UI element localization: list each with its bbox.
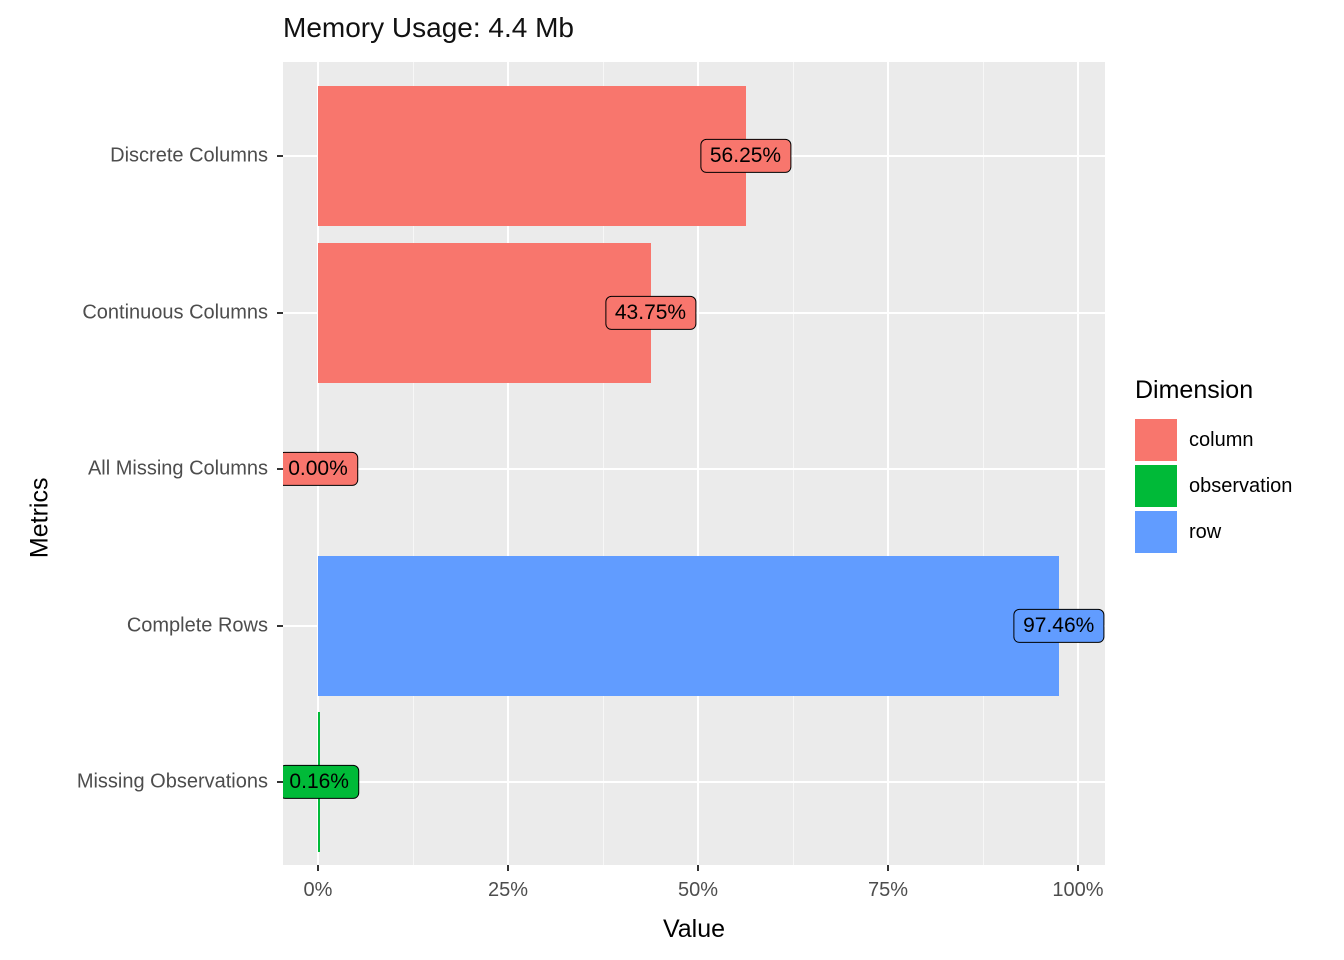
legend-entry-column: column [1135, 419, 1340, 461]
legend-swatch-observation [1135, 465, 1177, 507]
y-axis-title: Metrics [25, 437, 69, 559]
legend-label-observation: observation [1189, 474, 1293, 497]
gridline-major-vertical [507, 62, 509, 865]
bar-value-label: 43.75% [604, 295, 697, 330]
y-tick-label: Missing Observations [76, 770, 268, 793]
gridline-minor-vertical [602, 62, 604, 865]
x-tick-mark [697, 865, 699, 871]
gridline-major-vertical [887, 62, 889, 865]
x-tick-label: 0% [303, 879, 333, 901]
x-tick-mark [317, 865, 319, 871]
gridline-major-vertical [1077, 62, 1079, 865]
y-tick-label: Continuous Columns [82, 301, 268, 323]
x-tick-label: 75% [867, 879, 909, 901]
y-tick-label: Discrete Columns [110, 144, 268, 167]
y-tick-mark [277, 155, 283, 157]
legend-swatch-row [1135, 511, 1177, 553]
legend: Dimension column observation row [1135, 376, 1340, 557]
bar-continuous-columns [318, 242, 651, 383]
x-tick-label: 50% [677, 879, 719, 901]
legend-label-column: column [1189, 428, 1254, 451]
x-tick-label: 25% [487, 879, 529, 901]
y-tick-mark [277, 624, 283, 627]
gridline-major-vertical [697, 62, 699, 865]
gridline-minor-vertical [982, 62, 984, 865]
x-axis-title: Value [662, 915, 726, 943]
x-tick-mark [507, 865, 509, 871]
legend-entry-observation: observation [1135, 465, 1340, 507]
bar-value-label: 97.46% [1013, 608, 1105, 643]
x-tick-mark [887, 865, 889, 871]
bar-value-label: 0.00% [283, 451, 358, 487]
bar-discrete-columns [318, 86, 746, 226]
y-axis-title-text: Metrics [25, 477, 54, 559]
bar-complete-rows [318, 555, 1059, 696]
y-tick-mark [277, 468, 283, 470]
gridline-minor-vertical [412, 62, 414, 865]
y-tick-mark [277, 781, 283, 783]
y-tick-label: Complete Rows [126, 614, 268, 636]
legend-title: Dimension [1135, 376, 1254, 404]
x-tick-label: 100% [1052, 879, 1104, 901]
y-tick-mark [277, 311, 283, 314]
bar-value-label: 0.16% [283, 764, 359, 800]
gridline-major-horizontal [283, 781, 1105, 783]
legend-entries: column observation row [1135, 419, 1340, 553]
gridline-minor-vertical [792, 62, 794, 865]
legend-swatch-column [1135, 419, 1177, 461]
legend-entry-row: row [1135, 511, 1340, 553]
bar-value-label: 56.25% [699, 138, 792, 174]
legend-label-row: row [1189, 520, 1222, 543]
chart-title: Memory Usage: 4.4 Mb [283, 12, 574, 43]
plot-panel: 56.25% 43.75% 0.00% 97.46% 0.16% [283, 62, 1105, 865]
gridline-major-horizontal [283, 468, 1105, 470]
y-tick-label: All Missing Columns [87, 457, 268, 480]
x-tick-mark [1077, 865, 1079, 871]
